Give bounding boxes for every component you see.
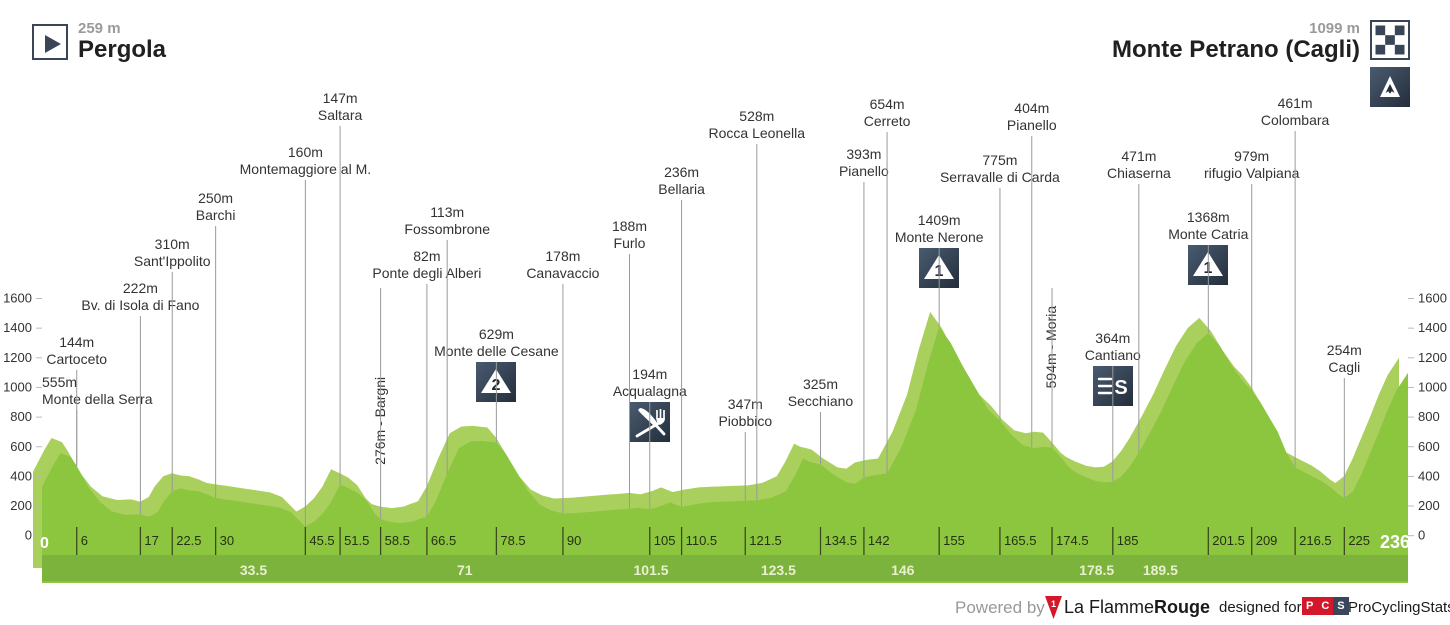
svg-text:1400: 1400 [1418, 320, 1447, 335]
svg-text:17: 17 [144, 533, 158, 548]
svg-text:51.5: 51.5 [344, 533, 369, 548]
svg-text:600: 600 [1418, 439, 1440, 454]
svg-text:121.5: 121.5 [749, 533, 782, 548]
svg-text:1600: 1600 [1418, 291, 1447, 306]
svg-text:66.5: 66.5 [431, 533, 456, 548]
svg-text:209: 209 [1256, 533, 1278, 548]
svg-text:71: 71 [457, 562, 473, 578]
svg-text:146: 146 [891, 562, 915, 578]
svg-text:236: 236 [1380, 532, 1410, 552]
svg-text:0: 0 [1418, 528, 1425, 543]
svg-text:1000: 1000 [3, 379, 32, 394]
svg-text:30: 30 [220, 533, 234, 548]
svg-text:1400: 1400 [3, 320, 32, 335]
svg-text:600: 600 [10, 439, 32, 454]
svg-text:58.5: 58.5 [385, 533, 410, 548]
svg-text:123.5: 123.5 [761, 562, 796, 578]
svg-text:110.5: 110.5 [686, 533, 718, 548]
svg-text:400: 400 [1418, 468, 1440, 483]
svg-text:800: 800 [10, 409, 32, 424]
svg-text:216.5: 216.5 [1299, 533, 1332, 548]
svg-text:22.5: 22.5 [176, 533, 201, 548]
svg-text:0: 0 [25, 528, 32, 543]
svg-text:178.5: 178.5 [1079, 562, 1114, 578]
svg-text:78.5: 78.5 [500, 533, 525, 548]
svg-text:800: 800 [1418, 409, 1440, 424]
svg-text:0: 0 [40, 535, 49, 552]
svg-text:33.5: 33.5 [240, 562, 267, 578]
svg-text:165.5: 165.5 [1004, 533, 1037, 548]
svg-text:134.5: 134.5 [825, 533, 858, 548]
svg-text:189.5: 189.5 [1143, 562, 1178, 578]
svg-text:155: 155 [943, 533, 965, 548]
svg-text:1600: 1600 [3, 291, 32, 306]
svg-text:105: 105 [654, 533, 676, 548]
svg-text:400: 400 [10, 468, 32, 483]
svg-text:185: 185 [1117, 533, 1139, 548]
svg-text:45.5: 45.5 [309, 533, 334, 548]
svg-text:225: 225 [1348, 533, 1370, 548]
svg-text:1200: 1200 [1418, 350, 1447, 365]
svg-text:200: 200 [1418, 498, 1440, 513]
svg-text:90: 90 [567, 533, 581, 548]
svg-text:174.5: 174.5 [1056, 533, 1089, 548]
svg-text:1000: 1000 [1418, 379, 1447, 394]
svg-text:201.5: 201.5 [1212, 533, 1245, 548]
svg-text:200: 200 [10, 498, 32, 513]
svg-text:101.5: 101.5 [634, 562, 669, 578]
svg-text:6: 6 [81, 533, 88, 548]
svg-text:142: 142 [868, 533, 890, 548]
svg-text:1200: 1200 [3, 350, 32, 365]
